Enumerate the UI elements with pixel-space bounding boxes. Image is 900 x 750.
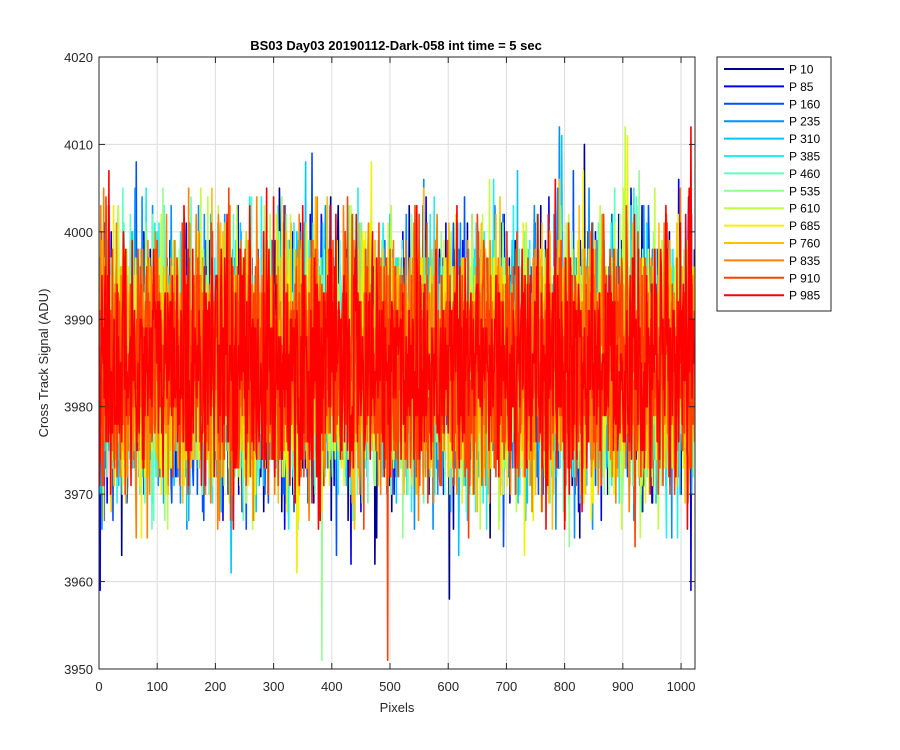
x-axis-label: Pixels: [380, 700, 415, 715]
x-tick-label: 600: [437, 679, 459, 694]
x-tick-label: 1000: [667, 679, 696, 694]
legend-items: P 10 P 85 P 160 P 235 P 310 P 385 P 460 P 535 P …: [724, 63, 820, 303]
x-axis: 0 100 200 300 400 500 600 700 800 900 1000: [95, 57, 695, 694]
y-tick-label: 3960: [64, 575, 93, 590]
y-tick-label: 4000: [64, 225, 93, 240]
y-tick-label: 4010: [64, 137, 93, 152]
legend-label: P 985: [789, 289, 820, 303]
x-tick-label: 900: [612, 679, 634, 694]
legend-box: [716, 56, 832, 312]
y-tick-label: 3950: [64, 662, 93, 677]
y-tick-label: 3970: [64, 487, 93, 502]
legend-label: P 10: [789, 63, 814, 77]
x-tick-label: 400: [321, 679, 343, 694]
legend-label: P 460: [789, 167, 820, 181]
x-tick-label: 100: [146, 679, 168, 694]
legend-label: P 160: [789, 97, 820, 111]
legend: P 10 P 85 P 160 P 235 P 310 P 385 P 460 P 535 P …: [716, 56, 832, 312]
legend-label: P 910: [789, 271, 820, 285]
y-axis-label: Cross Track Signal (ADU): [36, 289, 51, 438]
legend-label: P 610: [789, 202, 820, 216]
x-tick-label: 0: [95, 679, 102, 694]
legend-label: P 535: [789, 184, 820, 198]
x-tick-label: 800: [554, 679, 576, 694]
legend-label: P 310: [789, 132, 820, 146]
y-tick-label: 4020: [64, 50, 93, 65]
x-tick-label: 200: [205, 679, 227, 694]
chart-title: BS03 Day03 20190112-Dark-058 int time = …: [250, 38, 542, 53]
y-tick-label: 3990: [64, 312, 93, 327]
legend-label: P 760: [789, 237, 820, 251]
x-tick-label: 300: [263, 679, 285, 694]
legend-label: P 835: [789, 254, 820, 268]
legend-label: P 385: [789, 150, 820, 164]
plot-clip: [99, 126, 695, 662]
plot-area: 0 100 200 300 400 500 600 700 800 900 1000 3950 396…: [64, 50, 696, 694]
legend-label: P 235: [789, 115, 820, 129]
y-tick-label: 3980: [64, 400, 93, 415]
series-line-p-985: [99, 126, 695, 530]
legend-label: P 685: [789, 219, 820, 233]
legend-label: P 85: [789, 80, 814, 94]
x-tick-label: 700: [496, 679, 518, 694]
plot-border: [98, 56, 696, 670]
y-axis: 3950 3960 3970 3980 3990 4000 4010 4020: [64, 50, 695, 677]
series-group: [99, 126, 695, 662]
x-tick-label: 500: [379, 679, 401, 694]
